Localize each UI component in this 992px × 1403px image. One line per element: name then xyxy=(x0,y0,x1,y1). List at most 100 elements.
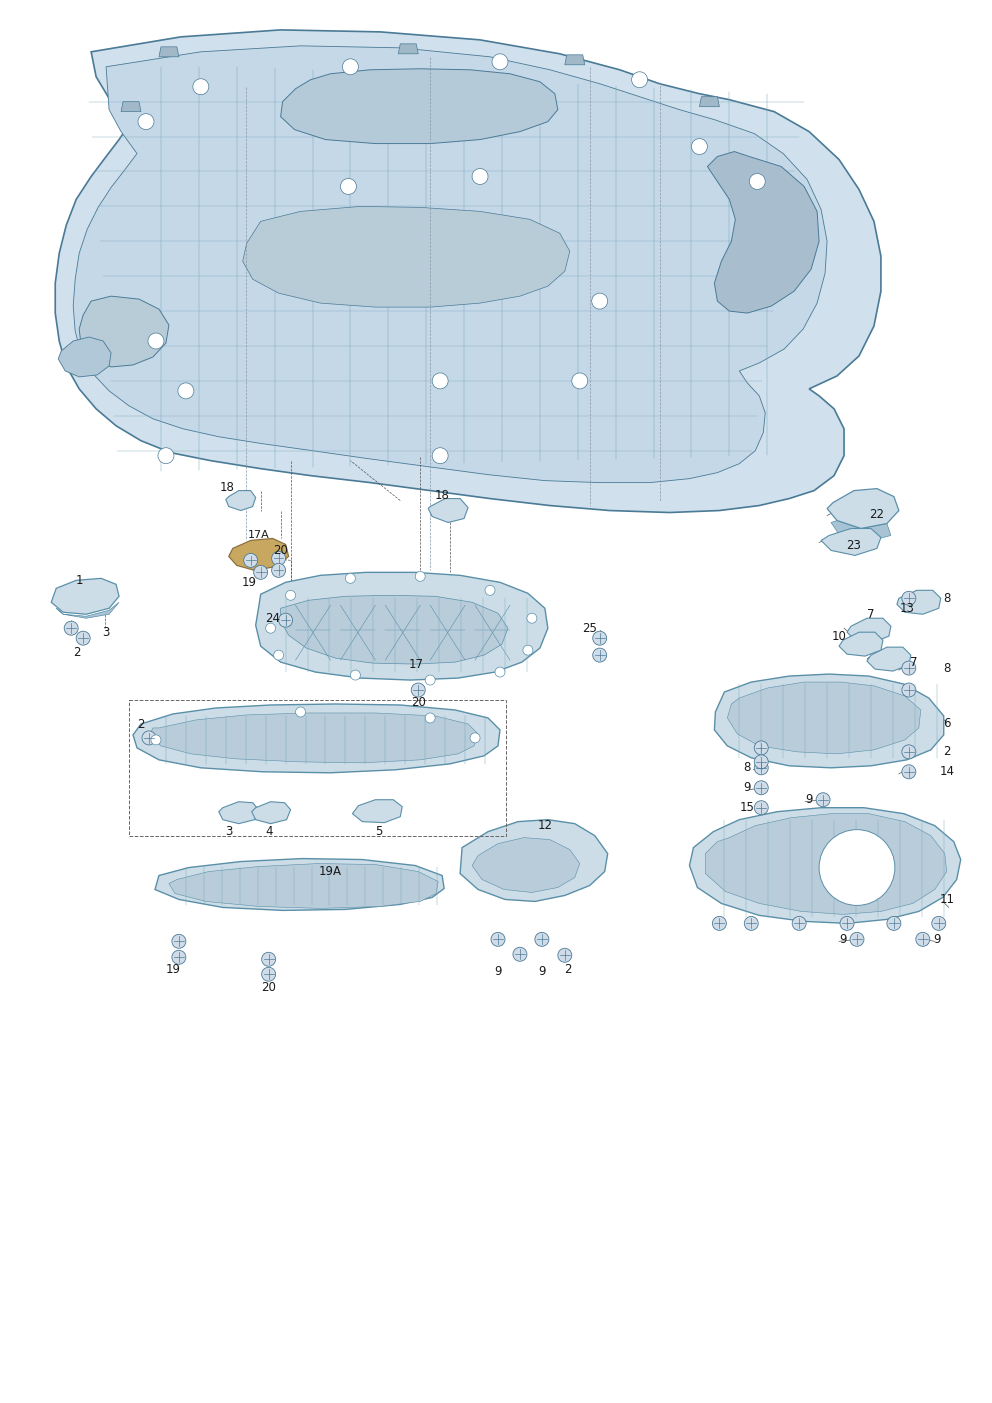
Text: 7: 7 xyxy=(910,655,918,669)
Polygon shape xyxy=(727,682,921,753)
Text: 17: 17 xyxy=(409,658,424,671)
Circle shape xyxy=(571,373,587,389)
Circle shape xyxy=(749,174,765,189)
Circle shape xyxy=(902,683,916,697)
Circle shape xyxy=(558,948,571,962)
Text: 2: 2 xyxy=(943,745,950,759)
Polygon shape xyxy=(897,591,940,615)
Polygon shape xyxy=(472,838,579,892)
Text: 9: 9 xyxy=(744,781,751,794)
Circle shape xyxy=(513,947,527,961)
Circle shape xyxy=(902,661,916,675)
Polygon shape xyxy=(707,152,819,313)
Text: 9: 9 xyxy=(494,965,502,978)
Circle shape xyxy=(850,933,864,946)
Circle shape xyxy=(192,79,208,95)
Circle shape xyxy=(887,916,901,930)
Text: 15: 15 xyxy=(740,801,755,814)
Circle shape xyxy=(744,916,758,930)
Text: 3: 3 xyxy=(102,626,110,638)
Polygon shape xyxy=(699,97,719,107)
Circle shape xyxy=(76,631,90,645)
Circle shape xyxy=(470,732,480,742)
Circle shape xyxy=(754,801,768,815)
Circle shape xyxy=(691,139,707,154)
Text: 2: 2 xyxy=(137,718,145,731)
Text: 19A: 19A xyxy=(319,866,342,878)
Circle shape xyxy=(345,574,355,584)
Circle shape xyxy=(266,623,276,633)
Circle shape xyxy=(64,622,78,636)
Circle shape xyxy=(632,72,648,88)
Polygon shape xyxy=(714,673,943,767)
Circle shape xyxy=(491,933,505,946)
Polygon shape xyxy=(169,863,438,908)
Polygon shape xyxy=(52,578,119,615)
Polygon shape xyxy=(821,529,881,556)
Text: 8: 8 xyxy=(744,762,751,774)
Text: 25: 25 xyxy=(582,622,597,634)
Circle shape xyxy=(592,293,608,309)
Polygon shape xyxy=(281,595,508,664)
Circle shape xyxy=(172,950,186,964)
Circle shape xyxy=(148,333,164,349)
Polygon shape xyxy=(429,498,468,522)
Text: 9: 9 xyxy=(806,793,812,807)
Circle shape xyxy=(172,934,186,948)
Text: 24: 24 xyxy=(265,612,280,624)
Text: 3: 3 xyxy=(225,825,232,838)
Circle shape xyxy=(523,645,533,655)
Circle shape xyxy=(342,59,358,74)
Polygon shape xyxy=(219,801,259,824)
Circle shape xyxy=(151,735,161,745)
Circle shape xyxy=(416,571,426,581)
Circle shape xyxy=(535,933,549,946)
Circle shape xyxy=(593,631,607,645)
Text: 7: 7 xyxy=(867,607,875,620)
Circle shape xyxy=(426,675,435,685)
Text: 9: 9 xyxy=(839,933,847,946)
Circle shape xyxy=(495,666,505,678)
Polygon shape xyxy=(827,488,899,529)
Text: 20: 20 xyxy=(261,981,276,993)
Text: 11: 11 xyxy=(939,892,954,906)
Circle shape xyxy=(272,551,286,565)
Circle shape xyxy=(916,933,930,946)
Polygon shape xyxy=(155,859,444,911)
Circle shape xyxy=(931,916,945,930)
Text: 2: 2 xyxy=(564,962,571,975)
Polygon shape xyxy=(867,647,911,671)
Polygon shape xyxy=(159,46,179,56)
Text: 8: 8 xyxy=(943,592,950,605)
Text: 23: 23 xyxy=(846,539,861,551)
Text: 22: 22 xyxy=(869,508,885,521)
Circle shape xyxy=(433,373,448,389)
Text: 9: 9 xyxy=(538,965,546,978)
Circle shape xyxy=(485,585,495,595)
Polygon shape xyxy=(243,206,569,307)
Circle shape xyxy=(138,114,154,129)
Circle shape xyxy=(142,731,156,745)
Polygon shape xyxy=(73,46,827,483)
Text: 1: 1 xyxy=(75,574,83,586)
Circle shape xyxy=(902,591,916,605)
Circle shape xyxy=(754,741,768,755)
Text: 17A: 17A xyxy=(248,530,270,540)
Text: 9: 9 xyxy=(933,933,940,946)
Polygon shape xyxy=(121,101,141,112)
Circle shape xyxy=(902,745,916,759)
Circle shape xyxy=(178,383,193,398)
Circle shape xyxy=(296,707,306,717)
Text: 20: 20 xyxy=(273,544,288,557)
Polygon shape xyxy=(133,704,500,773)
Circle shape xyxy=(712,916,726,930)
Polygon shape xyxy=(256,572,548,680)
Polygon shape xyxy=(398,43,419,53)
Polygon shape xyxy=(56,29,881,512)
Polygon shape xyxy=(460,819,608,902)
Polygon shape xyxy=(847,619,891,643)
Text: 19: 19 xyxy=(166,962,181,975)
Circle shape xyxy=(286,591,296,600)
Polygon shape xyxy=(226,491,256,511)
Circle shape xyxy=(793,916,806,930)
